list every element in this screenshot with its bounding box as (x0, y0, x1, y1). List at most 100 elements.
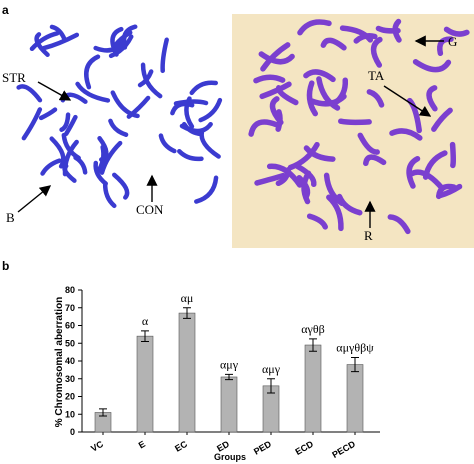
chromosome (173, 99, 209, 106)
x-tick-label: PED (252, 439, 273, 457)
arrow (37, 81, 72, 101)
y-tick-label: 20 (65, 392, 75, 402)
x-tick-label: PECD (330, 439, 357, 460)
chromosome (339, 25, 374, 43)
chromosome (306, 213, 328, 230)
annotation: B (6, 210, 15, 225)
chromosome (303, 69, 336, 83)
panel-label: a (2, 3, 9, 17)
chromosome (137, 69, 154, 88)
chromosome (316, 76, 341, 111)
chromosome (198, 97, 223, 123)
error-bar (351, 356, 359, 373)
chromosome (59, 112, 71, 132)
chromosome (449, 141, 456, 169)
chromosome (370, 36, 383, 68)
chromosome (41, 32, 80, 51)
chromosome (140, 62, 163, 99)
chromosome (63, 114, 78, 137)
chromosome (326, 194, 344, 232)
chromosome (389, 128, 423, 141)
x-tick-label: EC (173, 439, 189, 454)
chromosome (99, 140, 123, 175)
chromosome (34, 32, 50, 57)
chromosome (387, 214, 411, 235)
x-axis-label: Groups (214, 452, 246, 462)
chromosome (406, 97, 422, 134)
y-tick-label: 40 (65, 356, 75, 366)
chromosome (84, 54, 101, 90)
chromosome (431, 107, 453, 132)
y-tick-label: 60 (65, 321, 75, 331)
x-tick-label: E (137, 439, 147, 451)
error-bar (183, 307, 191, 319)
chromosome (338, 118, 372, 126)
chromosome (412, 59, 452, 73)
significance-label: αγθβ (301, 322, 324, 336)
annotation: CON (136, 202, 164, 217)
chromosome (158, 133, 177, 154)
y-tick-label: 50 (65, 338, 75, 348)
chromosome (62, 139, 79, 177)
chromosome (49, 24, 67, 42)
x-tick-label: VC (89, 439, 105, 454)
significance-label: αμγθβψ (336, 340, 374, 354)
chromosome (306, 80, 319, 117)
annotation: TA (368, 68, 385, 83)
chromosome (287, 141, 320, 171)
y-tick-label: 70 (65, 303, 75, 313)
significance-label: α (142, 314, 149, 328)
y-tick-label: 80 (65, 285, 75, 295)
chromosome (177, 149, 204, 162)
bar (304, 344, 322, 433)
chromosome (160, 37, 169, 74)
error-bar (141, 330, 149, 342)
bar (220, 376, 238, 433)
y-tick-label: 10 (65, 409, 75, 419)
significance-label: αμ (181, 291, 194, 305)
error-bar (267, 378, 275, 394)
y-tick-label: 0 (70, 427, 75, 437)
chromosome (296, 175, 311, 200)
chromosome (110, 90, 140, 119)
chromosome (253, 74, 286, 84)
y-axis-label: % Chromosomal aberration (54, 297, 65, 428)
chromosome (61, 132, 81, 161)
chromosome (49, 136, 66, 169)
chromosome (258, 51, 295, 65)
significance-label: αμγ (220, 357, 239, 371)
chromosome (443, 26, 470, 37)
annotation: G (448, 34, 457, 49)
chromosome (422, 150, 448, 180)
chromosome (320, 37, 347, 51)
y-tick-label: 30 (65, 374, 75, 384)
chromosome (295, 163, 317, 188)
error-bar (99, 408, 107, 417)
chromosome (275, 109, 283, 132)
chromosome (336, 193, 363, 216)
chromosome (93, 160, 108, 186)
chromosome (375, 25, 401, 34)
x-tick-label: ECD (294, 439, 316, 457)
chromosome (437, 36, 454, 57)
annotation: STR (2, 70, 26, 85)
error-bar (225, 373, 233, 381)
chromosome (93, 41, 125, 53)
chromosome (260, 42, 291, 72)
chromosome (108, 118, 129, 137)
chromosome (112, 30, 133, 48)
chromosome (363, 154, 387, 167)
bar (136, 335, 154, 433)
chromosome (426, 85, 438, 112)
chromosome (38, 107, 58, 121)
chromosome (40, 158, 62, 176)
chromosome (275, 85, 299, 106)
chromosome (366, 89, 385, 108)
chromosome (254, 172, 286, 186)
annotation: R (364, 228, 373, 243)
chromosome (29, 31, 60, 52)
arrow (17, 185, 52, 213)
significance-label: αμγ (262, 362, 281, 376)
